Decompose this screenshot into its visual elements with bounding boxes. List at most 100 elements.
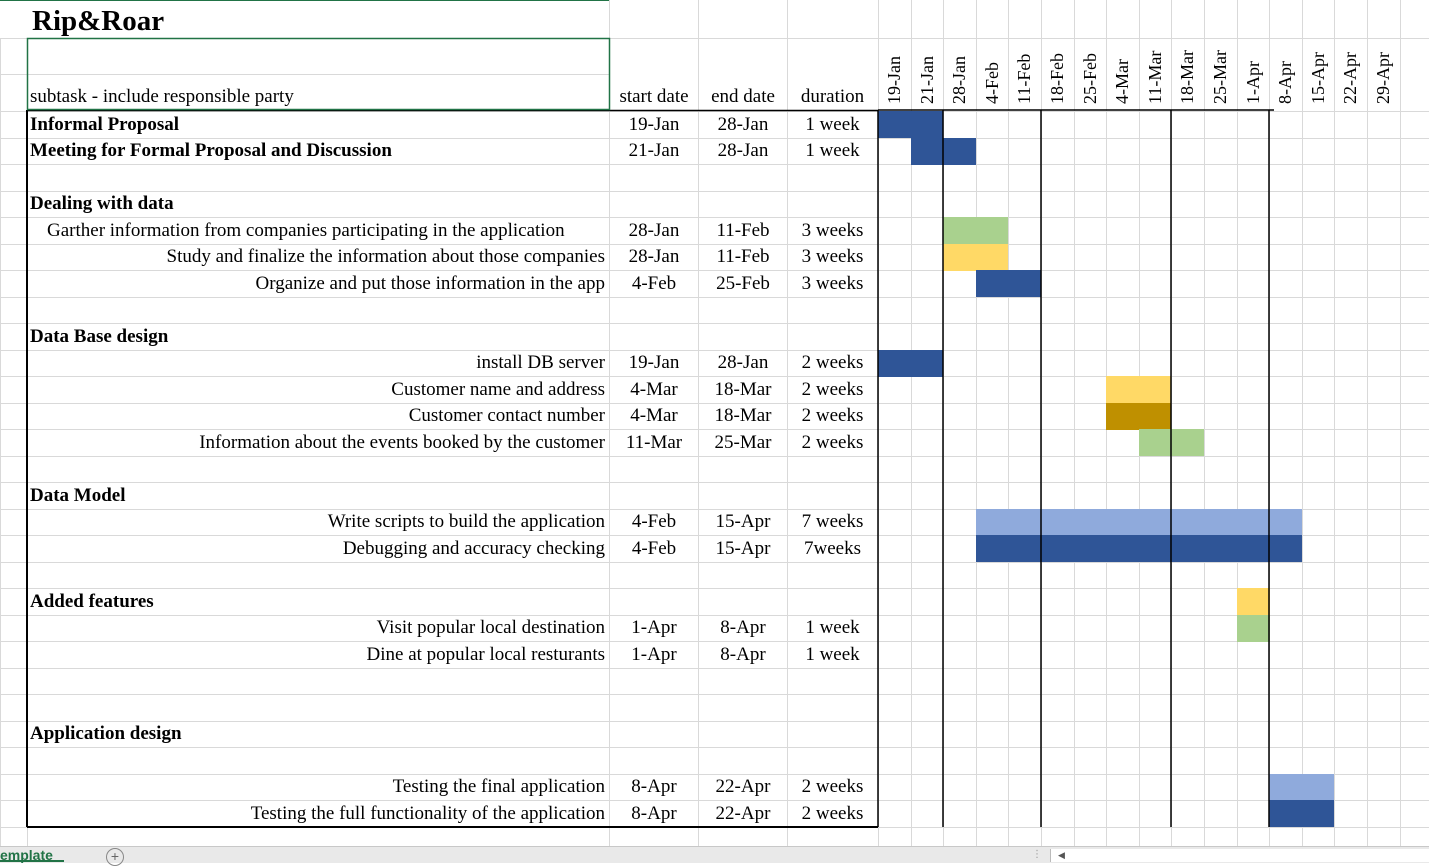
task-name[interactable]: Added features xyxy=(30,590,154,612)
start-date[interactable]: 4-Mar xyxy=(630,405,678,426)
start-date[interactable]: 28-Jan xyxy=(628,219,680,241)
end-date[interactable]: 28-Jan xyxy=(717,113,769,135)
duration[interactable]: 1 week xyxy=(805,643,860,665)
start-date[interactable]: 8-Apr xyxy=(631,776,677,797)
start-date[interactable]: 28-Jan xyxy=(628,246,680,267)
gantt-bar xyxy=(1237,588,1270,615)
start-date[interactable]: 4-Feb xyxy=(631,511,677,532)
start-date[interactable]: 1-Apr xyxy=(631,643,677,665)
gantt-bar xyxy=(878,111,943,138)
end-date[interactable]: 8-Apr xyxy=(720,643,766,665)
week-label[interactable]: 4-Feb xyxy=(982,62,1002,104)
week-label[interactable]: 25-Feb xyxy=(1080,53,1100,104)
end-date[interactable]: 15-Apr xyxy=(715,537,771,559)
task-name[interactable]: Meeting for Formal Proposal and Discussi… xyxy=(30,140,392,161)
week-label[interactable]: 28-Jan xyxy=(949,56,969,104)
end-date[interactable]: 22-Apr xyxy=(715,802,771,824)
task-name[interactable]: Dine at popular local resturants xyxy=(366,643,605,665)
task-name[interactable]: Dealing with data xyxy=(30,193,174,214)
start-date[interactable]: 21-Jan xyxy=(628,140,680,161)
scroll-left-arrow-icon[interactable]: ◀ xyxy=(1058,851,1065,861)
task-name[interactable]: Study and finalize the information about… xyxy=(166,246,605,267)
end-date[interactable]: 11-Feb xyxy=(716,246,770,267)
start-date[interactable]: 8-Apr xyxy=(631,802,677,824)
duration[interactable]: 2 weeks xyxy=(801,431,864,453)
end-date[interactable]: 8-Apr xyxy=(720,617,766,638)
task-name[interactable]: Data Base design xyxy=(30,325,169,347)
duration[interactable]: 3 weeks xyxy=(801,246,864,267)
duration[interactable]: 2 weeks xyxy=(801,378,864,400)
end-date[interactable]: 18-Mar xyxy=(714,378,772,400)
start-date[interactable]: 11-Mar xyxy=(625,431,683,453)
task-name[interactable]: Customer contact number xyxy=(408,405,605,426)
horizontal-scrollbar[interactable] xyxy=(1050,849,1429,862)
end-date[interactable]: 11-Feb xyxy=(716,219,770,241)
header-duration[interactable]: duration xyxy=(800,86,865,107)
week-label[interactable]: 8-Apr xyxy=(1275,61,1295,104)
duration[interactable]: 7weeks xyxy=(804,537,861,559)
duration[interactable]: 2 weeks xyxy=(801,776,864,797)
end-date[interactable]: 25-Mar xyxy=(714,431,772,453)
week-label[interactable]: 18-Feb xyxy=(1047,53,1067,104)
gantt-bar xyxy=(1106,376,1171,403)
duration[interactable]: 2 weeks xyxy=(801,802,864,824)
duration[interactable]: 7 weeks xyxy=(801,511,864,532)
start-date[interactable]: 1-Apr xyxy=(631,617,677,638)
week-label[interactable]: 22-Apr xyxy=(1340,52,1360,104)
sheet-tab-underline xyxy=(0,860,64,862)
week-label[interactable]: 11-Mar xyxy=(1145,50,1165,104)
duration[interactable]: 2 weeks xyxy=(801,405,864,426)
week-label[interactable]: 4-Mar xyxy=(1112,59,1132,104)
task-name[interactable]: Write scripts to build the application xyxy=(327,511,605,532)
sheet-title[interactable]: Rip&Roar xyxy=(32,5,165,37)
duration[interactable]: 1 week xyxy=(805,617,860,638)
duration[interactable]: 1 week xyxy=(805,113,860,135)
duration[interactable]: 2 weeks xyxy=(801,352,864,373)
task-name[interactable]: Data Model xyxy=(30,484,126,506)
duration[interactable]: 3 weeks xyxy=(801,272,864,294)
task-name[interactable]: Information about the events booked by t… xyxy=(199,431,605,453)
start-date[interactable]: 4-Feb xyxy=(631,272,677,294)
task-name[interactable]: Garther information from companies parti… xyxy=(47,219,565,241)
duration[interactable]: 1 week xyxy=(805,140,860,161)
header-start-date[interactable]: start date xyxy=(619,86,689,107)
start-date[interactable]: 4-Feb xyxy=(631,537,677,559)
task-name[interactable]: install DB server xyxy=(476,352,605,373)
week-label[interactable]: 1-Apr xyxy=(1243,61,1263,104)
week-label[interactable]: 29-Apr xyxy=(1373,52,1393,104)
scroll-splitter-icon[interactable]: ⋮ xyxy=(1032,849,1042,860)
task-name[interactable]: Testing the full functionality of the ap… xyxy=(250,802,605,824)
header-end-date[interactable]: end date xyxy=(711,86,775,107)
gantt-bar xyxy=(943,217,1008,244)
end-date[interactable]: 18-Mar xyxy=(714,405,772,426)
header-task[interactable]: subtask - include responsible party xyxy=(30,86,294,107)
end-date[interactable]: 28-Jan xyxy=(717,352,769,373)
sheet-tab[interactable]: emplate xyxy=(0,847,53,863)
week-label[interactable]: 11-Feb xyxy=(1014,53,1034,104)
gantt-bar xyxy=(976,509,1302,536)
end-date[interactable]: 28-Jan xyxy=(717,140,769,161)
week-label[interactable]: 25-Mar xyxy=(1210,50,1230,104)
task-name[interactable]: Organize and put those information in th… xyxy=(255,272,605,294)
task-name[interactable]: Testing the final application xyxy=(392,776,605,797)
week-label[interactable]: 21-Jan xyxy=(917,56,937,104)
week-label[interactable]: 18-Mar xyxy=(1177,50,1197,104)
add-sheet-button[interactable]: + xyxy=(106,848,124,866)
end-date[interactable]: 15-Apr xyxy=(715,511,771,532)
start-date[interactable]: 4-Mar xyxy=(630,378,678,400)
task-name[interactable]: Debugging and accuracy checking xyxy=(342,537,605,559)
gantt-bar xyxy=(943,244,1008,271)
end-date[interactable]: 25-Feb xyxy=(716,272,770,294)
gantt-bar xyxy=(1269,800,1334,827)
task-name[interactable]: Application design xyxy=(30,723,182,744)
start-date[interactable]: 19-Jan xyxy=(628,352,680,373)
week-label[interactable]: 15-Apr xyxy=(1308,52,1328,104)
task-name[interactable]: Customer name and address xyxy=(391,378,605,400)
task-name[interactable]: Informal Proposal xyxy=(30,113,180,135)
task-name[interactable]: Visit popular local destination xyxy=(376,617,605,638)
duration[interactable]: 3 weeks xyxy=(801,219,864,241)
week-label[interactable]: 19-Jan xyxy=(884,56,904,104)
start-date[interactable]: 19-Jan xyxy=(628,113,680,135)
end-date[interactable]: 22-Apr xyxy=(715,776,771,797)
